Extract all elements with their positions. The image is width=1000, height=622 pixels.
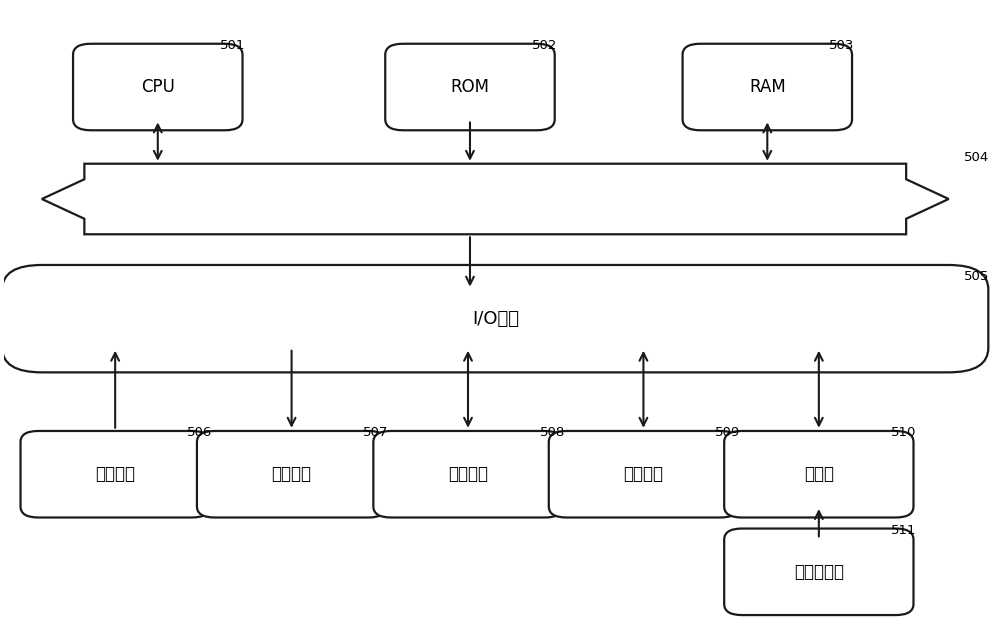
Text: I/O接口: I/O接口: [472, 310, 519, 328]
Text: 502: 502: [532, 39, 557, 52]
FancyBboxPatch shape: [724, 431, 913, 518]
Text: 可拆卸介质: 可拆卸介质: [794, 563, 844, 581]
FancyBboxPatch shape: [2, 265, 988, 373]
FancyBboxPatch shape: [724, 529, 913, 615]
Text: 驱动器: 驱动器: [804, 465, 834, 483]
FancyBboxPatch shape: [21, 431, 210, 518]
Text: 输出部分: 输出部分: [272, 465, 312, 483]
Text: 503: 503: [829, 39, 855, 52]
Text: CPU: CPU: [141, 78, 175, 96]
FancyBboxPatch shape: [73, 44, 243, 130]
FancyBboxPatch shape: [373, 431, 563, 518]
Text: 508: 508: [540, 426, 565, 439]
Text: 通信部分: 通信部分: [623, 465, 663, 483]
Text: 510: 510: [891, 426, 916, 439]
FancyBboxPatch shape: [197, 431, 386, 518]
Text: RAM: RAM: [749, 78, 786, 96]
Text: 511: 511: [891, 524, 916, 537]
Text: 506: 506: [187, 426, 212, 439]
Text: 505: 505: [964, 271, 989, 284]
Text: 存储部分: 存储部分: [448, 465, 488, 483]
Text: ROM: ROM: [450, 78, 489, 96]
Text: 504: 504: [964, 151, 989, 164]
FancyBboxPatch shape: [385, 44, 555, 130]
Text: 输入部分: 输入部分: [95, 465, 135, 483]
Text: 507: 507: [363, 426, 389, 439]
Text: 509: 509: [715, 426, 741, 439]
FancyBboxPatch shape: [683, 44, 852, 130]
Polygon shape: [42, 164, 949, 234]
Text: 501: 501: [220, 39, 245, 52]
FancyBboxPatch shape: [549, 431, 738, 518]
